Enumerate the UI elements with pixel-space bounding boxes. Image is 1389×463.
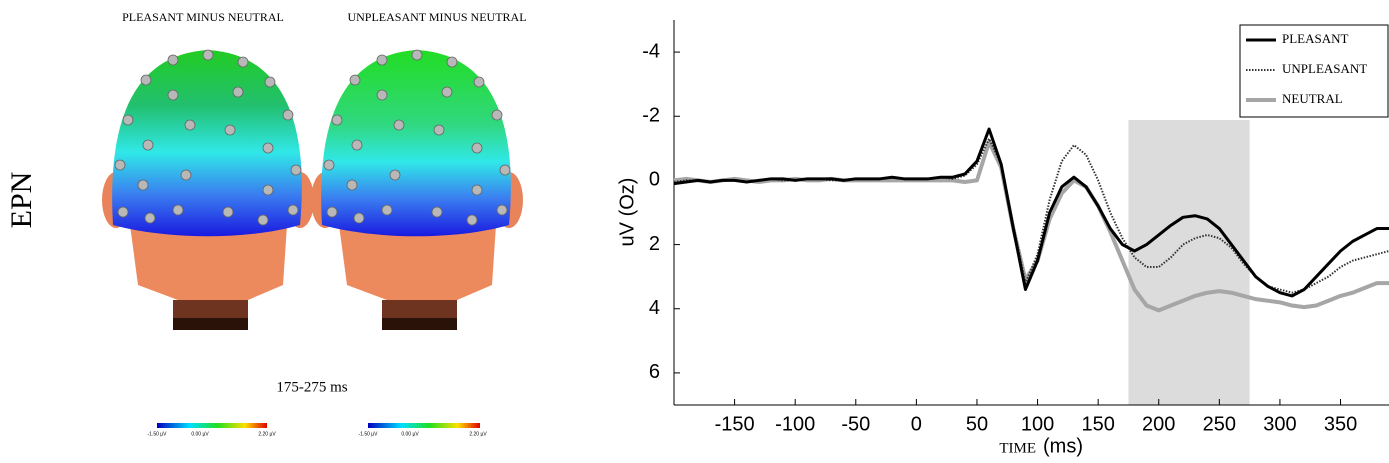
electrode bbox=[222, 206, 234, 218]
electrode bbox=[473, 76, 485, 88]
electrode bbox=[496, 204, 508, 216]
y-tick-label: 0 bbox=[649, 169, 660, 191]
electrode bbox=[351, 139, 363, 151]
electrode bbox=[433, 124, 445, 136]
electrode bbox=[431, 206, 443, 218]
electrode bbox=[411, 49, 423, 61]
electrode bbox=[167, 54, 179, 66]
y-axis-label: uV (Oz) bbox=[616, 178, 638, 247]
x-tick-label: 300 bbox=[1263, 413, 1296, 435]
electrode bbox=[237, 56, 249, 68]
electrode bbox=[290, 164, 302, 176]
y-tick-label: 6 bbox=[649, 361, 660, 383]
series-line bbox=[673, 127, 1389, 298]
legend-label: UNPLEASANT bbox=[1282, 61, 1367, 76]
electrode bbox=[262, 184, 274, 196]
electrode bbox=[172, 204, 184, 216]
electrode bbox=[137, 179, 149, 191]
electrode bbox=[349, 74, 361, 86]
x-tick-label: 0 bbox=[911, 413, 922, 435]
x-tick-label: -50 bbox=[841, 413, 870, 435]
x-axis-label: TIME bbox=[999, 440, 1036, 456]
electrode bbox=[144, 212, 156, 224]
x-tick-label: -100 bbox=[775, 413, 815, 435]
electrode bbox=[142, 139, 154, 151]
colorbar-labels: -1.50 µV 0.00 µV 2.20 µV -1.50 µV 0.00 µ… bbox=[147, 431, 487, 437]
electrode bbox=[353, 212, 365, 224]
electrode bbox=[167, 89, 179, 101]
legend-label: PLEASANT bbox=[1282, 31, 1349, 46]
colorbar bbox=[368, 423, 480, 428]
y-tick-label: -4 bbox=[642, 40, 660, 62]
head bbox=[102, 50, 314, 330]
electrode bbox=[262, 142, 274, 154]
electrode bbox=[184, 119, 196, 131]
colorbar-label: 0.00 µV bbox=[191, 431, 209, 437]
x-tick-label: 200 bbox=[1142, 413, 1175, 435]
electrode bbox=[122, 114, 134, 126]
electrode bbox=[381, 204, 393, 216]
electrode bbox=[232, 86, 244, 98]
colorbar-label: -1.50 µV bbox=[147, 431, 167, 437]
colorbar-label: 0.00 µV bbox=[401, 431, 419, 437]
erp-chart: -4 -2 0 2 4 6 -150 -100 -50 0 50 100 150 200 250 300 350… bbox=[616, 20, 1389, 457]
electrode bbox=[326, 206, 338, 218]
series-line bbox=[673, 137, 1389, 294]
electrode bbox=[346, 179, 358, 191]
shaded-window bbox=[1128, 120, 1250, 405]
head bbox=[311, 50, 523, 330]
row-label: EPN bbox=[5, 172, 38, 229]
electrode bbox=[389, 169, 401, 181]
electrode bbox=[282, 109, 294, 121]
x-tick-label: 100 bbox=[1021, 413, 1054, 435]
y-tick-label: 2 bbox=[649, 233, 660, 255]
series-line bbox=[673, 139, 1389, 313]
electrode bbox=[117, 206, 129, 218]
electrode bbox=[224, 124, 236, 136]
colorbar-label: 2.20 µV bbox=[258, 431, 276, 437]
electrode bbox=[376, 54, 388, 66]
electrode bbox=[264, 76, 276, 88]
colorbar-label: 2.20 µV bbox=[469, 431, 487, 437]
legend-label: NEUTRAL bbox=[1282, 91, 1343, 106]
x-axis-label: (ms) bbox=[1043, 435, 1083, 457]
electrode bbox=[491, 109, 503, 121]
x-tick-label: 150 bbox=[1081, 413, 1114, 435]
colorbar bbox=[157, 423, 267, 428]
colorbar-label: -1.50 µV bbox=[358, 431, 378, 437]
electrode bbox=[446, 56, 458, 68]
electrode bbox=[376, 89, 388, 101]
electrode bbox=[466, 214, 478, 226]
electrode bbox=[323, 159, 335, 171]
electrode bbox=[287, 204, 299, 216]
electrode bbox=[499, 164, 511, 176]
time-window: 175-275 ms bbox=[276, 379, 347, 395]
x-tick-label: 50 bbox=[966, 413, 988, 435]
x-tick-label: 250 bbox=[1203, 413, 1236, 435]
electrodes bbox=[114, 49, 511, 226]
electrode bbox=[180, 169, 192, 181]
electrode bbox=[471, 184, 483, 196]
map-title: UNPLEASANT MINUS NEUTRAL bbox=[347, 10, 526, 24]
electrode bbox=[393, 119, 405, 131]
electrode bbox=[140, 74, 152, 86]
map-title: PLEASANT MINUS NEUTRAL bbox=[122, 10, 284, 24]
electrode bbox=[114, 159, 126, 171]
electrode bbox=[331, 114, 343, 126]
electrode bbox=[202, 49, 214, 61]
electrode bbox=[441, 86, 453, 98]
x-tick-label: 350 bbox=[1324, 413, 1357, 435]
y-tick-label: -2 bbox=[642, 105, 660, 127]
y-tick-label: 4 bbox=[649, 297, 660, 319]
electrode bbox=[471, 142, 483, 154]
electrode bbox=[257, 214, 269, 226]
x-tick-label: -150 bbox=[715, 413, 755, 435]
